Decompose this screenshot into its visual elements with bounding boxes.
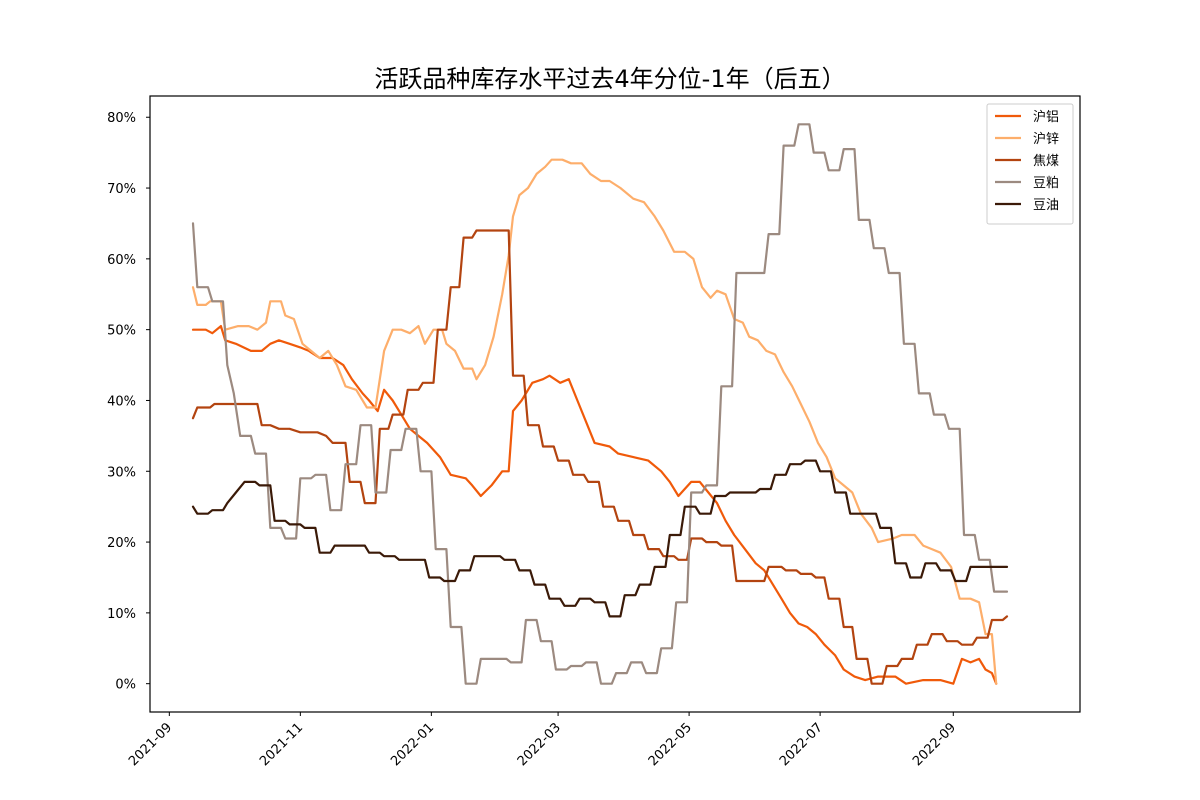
legend-label: 沪铝	[1033, 109, 1059, 125]
y-tick-label: 30%	[107, 465, 136, 480]
x-tick-label: 2022-03	[515, 720, 564, 769]
series-layer	[191, 123, 1009, 685]
series-line-焦煤	[191, 229, 1009, 685]
legend-label: 焦煤	[1033, 154, 1059, 169]
y-tick-label: 20%	[107, 536, 136, 551]
series-line-沪锌	[191, 158, 998, 685]
chart-title: 活跃品种库存水平过去4年分位-1年（后五）	[374, 65, 845, 93]
x-tick-label: 2022-05	[646, 720, 695, 769]
x-tick-label: 2022-09	[910, 720, 959, 769]
x-tick-label: 2021-09	[126, 720, 175, 769]
series-line-沪铝	[191, 325, 998, 685]
x-tick-label: 2021-11	[257, 720, 306, 769]
legend-label: 豆油	[1033, 198, 1059, 213]
y-tick-label: 10%	[107, 607, 136, 622]
plot-frame	[149, 95, 1081, 713]
y-tick-label: 40%	[107, 394, 136, 409]
y-tick-label: 80%	[107, 111, 136, 126]
y-tick-label: 60%	[107, 253, 136, 268]
y-tick-label: 50%	[107, 324, 136, 339]
y-tick-label: 0%	[115, 678, 136, 693]
y-axis: 0% 10% 20% 30% 40% 50% 60% 70% 80%	[107, 111, 150, 693]
x-tick-label: 2022-01	[388, 720, 437, 769]
x-axis: 2021-09 2021-11 2022-01 2022-03 2022-05 2022-…	[126, 712, 959, 769]
legend-box	[986, 103, 1074, 225]
series-line-豆粕	[191, 123, 1009, 685]
x-tick-label: 2022-07	[777, 720, 826, 769]
y-tick-label: 70%	[107, 182, 136, 197]
series-line-豆油	[191, 459, 1009, 618]
legend-label: 沪锌	[1033, 131, 1059, 147]
legend-label: 豆粕	[1033, 176, 1059, 191]
